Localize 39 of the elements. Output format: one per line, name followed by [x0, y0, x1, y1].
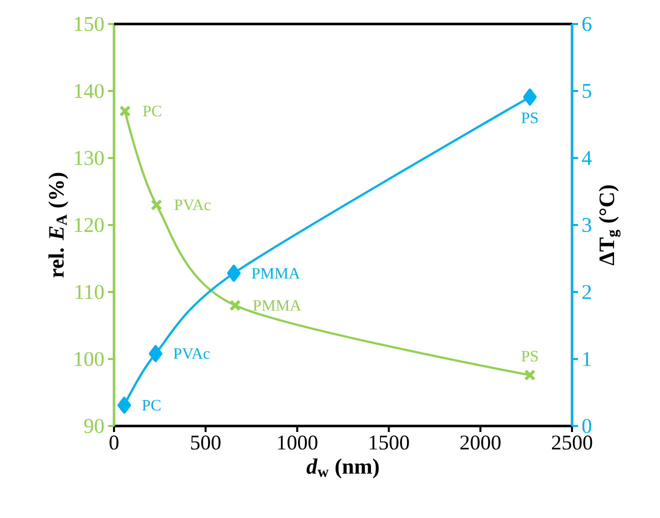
x-tick-label: 1500 [370, 436, 409, 450]
x-tick-label: 2500 [552, 436, 592, 450]
y-tick-label: 140 [74, 84, 104, 98]
y2-tick-label: 3 [582, 218, 592, 232]
y-tick-label: 110 [76, 284, 104, 300]
y2-tick-label: 4 [582, 151, 592, 165]
x-tick-label: 0 [110, 436, 118, 450]
point [119, 105, 131, 117]
y2-axis-title: ΔT$_{g}$ (°C) [598, 185, 621, 266]
point [229, 300, 241, 312]
x-axis-title: d$_{w}$ (nm) [306, 458, 379, 478]
point [148, 345, 162, 362]
data-label: PC [142, 106, 162, 116]
point [523, 88, 537, 106]
data-label: PC [142, 400, 160, 411]
point [118, 396, 132, 414]
point [227, 264, 241, 282]
point [524, 369, 536, 381]
y-tick-label: 130 [74, 150, 104, 166]
x-tick-label: 1000 [278, 436, 318, 450]
x-tick-label: 500 [191, 436, 221, 450]
y2-tick-label: 0 [582, 418, 592, 434]
data-label: PMMA [252, 268, 300, 278]
point [150, 199, 162, 211]
y2-tick-label: 2 [582, 285, 591, 299]
data-label: PVAc [174, 348, 210, 360]
x-tick-label: 2000 [460, 436, 501, 450]
y2-tick-label: 1 [583, 352, 591, 366]
y2-tick-label: 6 [582, 16, 592, 32]
y-tick-label: 150 [74, 16, 104, 32]
y-tick-label: 120 [74, 218, 104, 232]
data-label: PS [521, 350, 538, 362]
y-axis-title: rel. E$_{A}$ (%) [48, 172, 68, 278]
y-tick-label: 90 [84, 418, 104, 434]
data-label: PMMA [253, 300, 302, 311]
y-tick-label: 100 [74, 352, 104, 366]
data-label: PS [521, 112, 538, 124]
y2-tick-label: 5 [582, 84, 592, 98]
data-label: PVAc [174, 200, 210, 210]
